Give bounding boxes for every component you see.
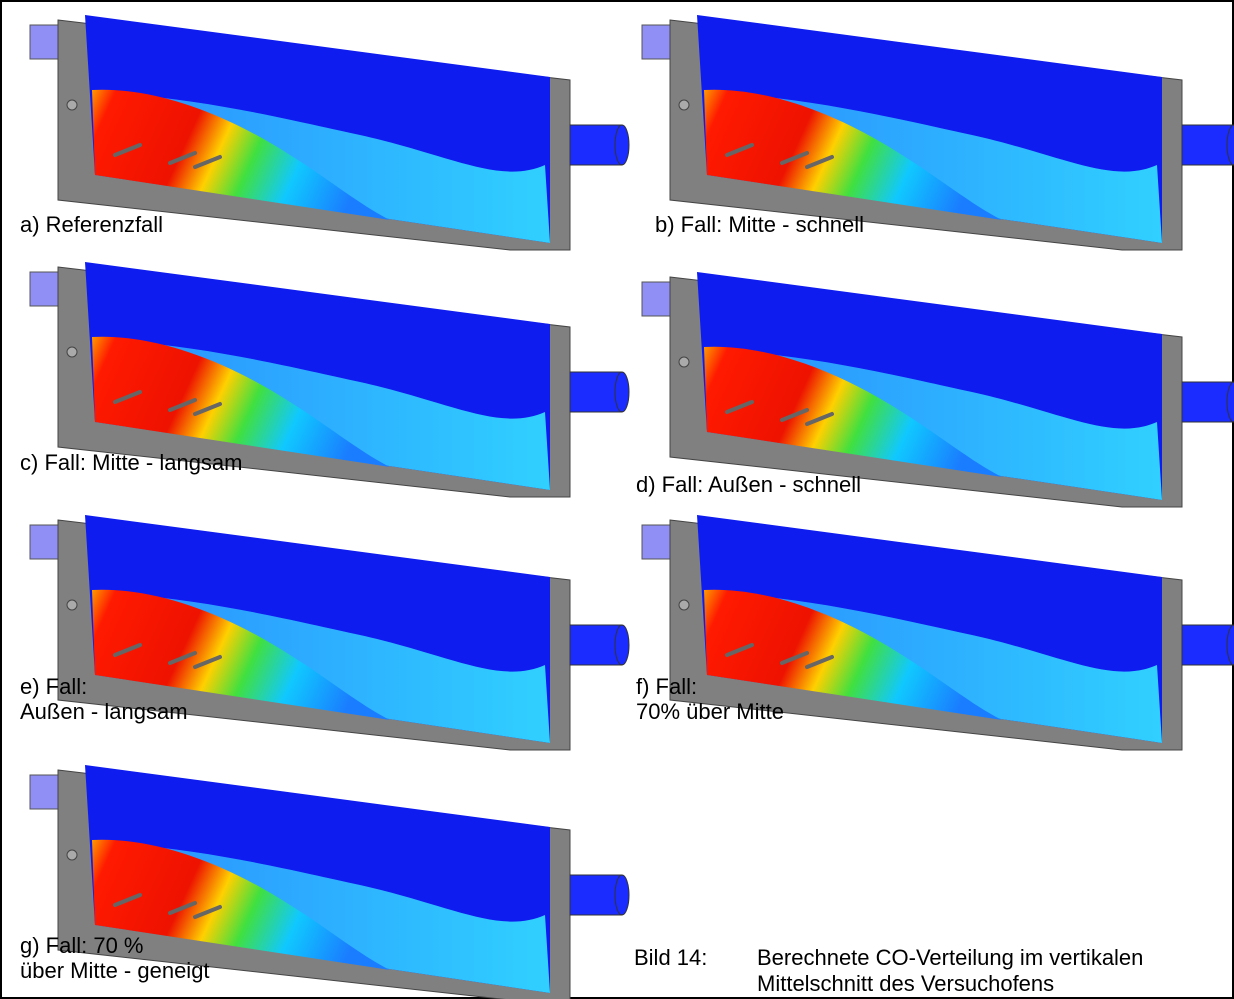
- panel-label: a) Referenzfall: [20, 212, 163, 237]
- caption-text: Berechnete CO-Verteilung im vertikalen: [757, 945, 1143, 970]
- panel-label: g) Fall: 70 %: [20, 933, 144, 958]
- panel-label: über Mitte - geneigt: [20, 958, 210, 983]
- panel-label: b) Fall: Mitte - schnell: [655, 212, 864, 237]
- panel-label: Außen - langsam: [20, 699, 188, 724]
- figure: a) Referenzfall b) Fall: Mitte - schnell c…: [0, 0, 1234, 999]
- panel-label: 70% über Mitte: [636, 699, 784, 724]
- panel-label: d) Fall: Außen - schnell: [636, 472, 861, 497]
- panel-label: f) Fall:: [636, 674, 697, 699]
- caption-text: Mittelschnitt des Versuchofens: [757, 971, 1054, 996]
- caption-number: Bild 14:: [634, 945, 707, 970]
- panel-label: e) Fall:: [20, 674, 87, 699]
- panel-label: c) Fall: Mitte - langsam: [20, 450, 243, 475]
